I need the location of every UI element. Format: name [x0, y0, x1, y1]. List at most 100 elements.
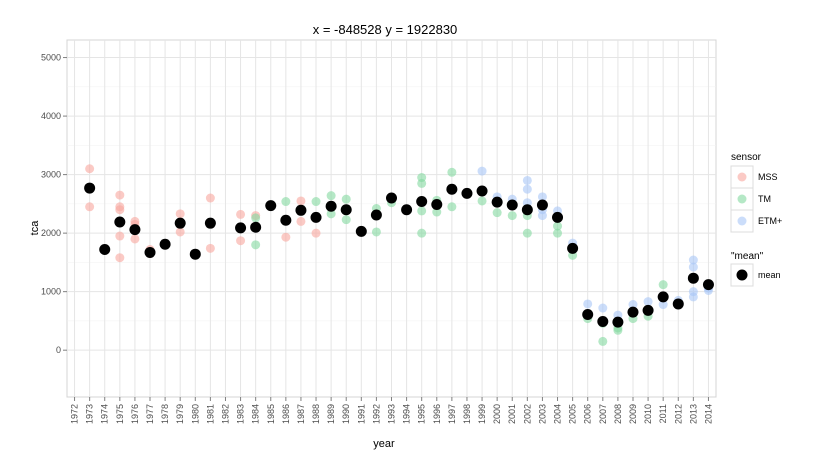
point-etmplus: [688, 255, 698, 265]
point-tm: [417, 178, 427, 188]
point-mean: [310, 211, 322, 223]
point-tm: [613, 325, 623, 335]
point-etmplus: [688, 292, 698, 302]
point-etmplus: [598, 303, 608, 313]
y-tick-label: 0: [56, 345, 61, 355]
point-mean: [235, 222, 247, 234]
x-tick-label: 1985: [266, 404, 276, 424]
x-tick-label: 1978: [160, 404, 170, 424]
x-tick-label: 2007: [598, 404, 608, 424]
point-mean: [687, 272, 699, 284]
point-mean: [129, 224, 141, 236]
point-tm: [311, 197, 321, 207]
plot-panel: [66, 39, 717, 398]
x-tick-label: 1984: [251, 404, 261, 424]
legend-keys: MSS TM ETM+ mean: [730, 165, 782, 287]
x-tick-label: 1974: [100, 404, 110, 424]
point-etmplus: [658, 300, 668, 310]
x-tick-label: 1990: [341, 404, 351, 424]
point-tm: [251, 213, 261, 223]
y-axis: 0 1000 2000 3000 4000 5000: [41, 53, 67, 355]
y-tick-label: 5000: [41, 53, 61, 63]
point-mss: [281, 232, 291, 242]
point-tm: [658, 280, 668, 290]
x-tick-label: 2005: [568, 404, 578, 424]
x-tick-label: 1980: [190, 404, 200, 424]
x-tick-label: 1983: [236, 404, 246, 424]
point-etmplus: [522, 175, 532, 185]
point-tm: [326, 209, 336, 219]
x-tick-label: 2008: [613, 404, 623, 424]
point-mean: [174, 217, 186, 229]
legend-key-mss: [737, 172, 747, 182]
x-tick-label: 2013: [688, 404, 698, 424]
point-mean: [431, 198, 443, 210]
x-tick-label: 2002: [522, 404, 532, 424]
point-mean: [355, 225, 367, 237]
legend-label: TM: [758, 194, 771, 204]
x-tick-label: 1998: [462, 404, 472, 424]
x-tick-label: 1973: [85, 404, 95, 424]
x-tick-label: 1988: [311, 404, 321, 424]
point-mean: [416, 196, 428, 208]
point-etmplus: [643, 297, 653, 307]
x-tick-label: 1999: [477, 404, 487, 424]
point-mean: [567, 242, 579, 254]
point-mean: [521, 204, 533, 216]
x-axis-title: year: [373, 438, 395, 450]
point-mss: [175, 227, 185, 237]
point-etmplus: [583, 299, 593, 309]
point-tm: [417, 228, 427, 238]
legend-key-tm: [737, 194, 747, 204]
legend-key-etmplus: [737, 216, 747, 226]
point-tm: [251, 240, 261, 250]
point-tm: [447, 202, 457, 212]
point-tm: [371, 227, 381, 237]
point-mss: [115, 231, 125, 241]
y-axis-title: tca: [29, 220, 41, 236]
x-tick-label: 1976: [130, 404, 140, 424]
point-mean: [340, 204, 352, 216]
point-mss: [85, 164, 95, 174]
sensor-legend-title: sensor: [731, 152, 762, 163]
legend: sensor "mean" MSS TM ETM+ mean: [730, 152, 782, 287]
point-tm: [553, 221, 563, 231]
x-tick-label: 1979: [175, 404, 185, 424]
point-mean: [370, 209, 382, 221]
point-mean: [295, 204, 307, 216]
point-tm: [326, 191, 336, 201]
y-tick-label: 2000: [41, 228, 61, 238]
point-mean: [597, 316, 609, 328]
x-tick-label: 2004: [553, 404, 563, 424]
point-mean: [401, 204, 413, 216]
x-tick-label: 1996: [432, 404, 442, 424]
x-tick-label: 2014: [703, 404, 713, 424]
y-tick-label: 3000: [41, 170, 61, 180]
point-mean: [446, 183, 458, 195]
point-mean: [144, 246, 156, 258]
point-tm: [341, 194, 351, 204]
x-axis: 1972 1973 1974 1975 1976 1977 1978 1979 1980 1981…: [70, 397, 713, 424]
point-mss: [311, 228, 321, 238]
x-tick-label: 1987: [296, 404, 306, 424]
point-mss: [296, 216, 306, 226]
point-tm: [341, 215, 351, 225]
x-tick-label: 2011: [658, 404, 668, 423]
point-mean: [99, 244, 111, 256]
point-tm: [553, 228, 563, 238]
point-etmplus: [537, 211, 547, 221]
x-tick-label: 2009: [628, 404, 638, 424]
point-mean: [325, 200, 337, 212]
point-mean: [627, 306, 639, 318]
point-etmplus: [628, 300, 638, 310]
legend-key-mean: [736, 269, 748, 281]
point-mss: [85, 202, 95, 212]
x-tick-label: 1995: [417, 404, 427, 424]
point-mean: [702, 279, 714, 291]
point-mss: [115, 253, 125, 263]
x-tick-label: 1982: [220, 404, 230, 424]
legend-label: MSS: [758, 172, 778, 182]
point-mean: [506, 199, 518, 211]
point-tm: [432, 207, 442, 217]
